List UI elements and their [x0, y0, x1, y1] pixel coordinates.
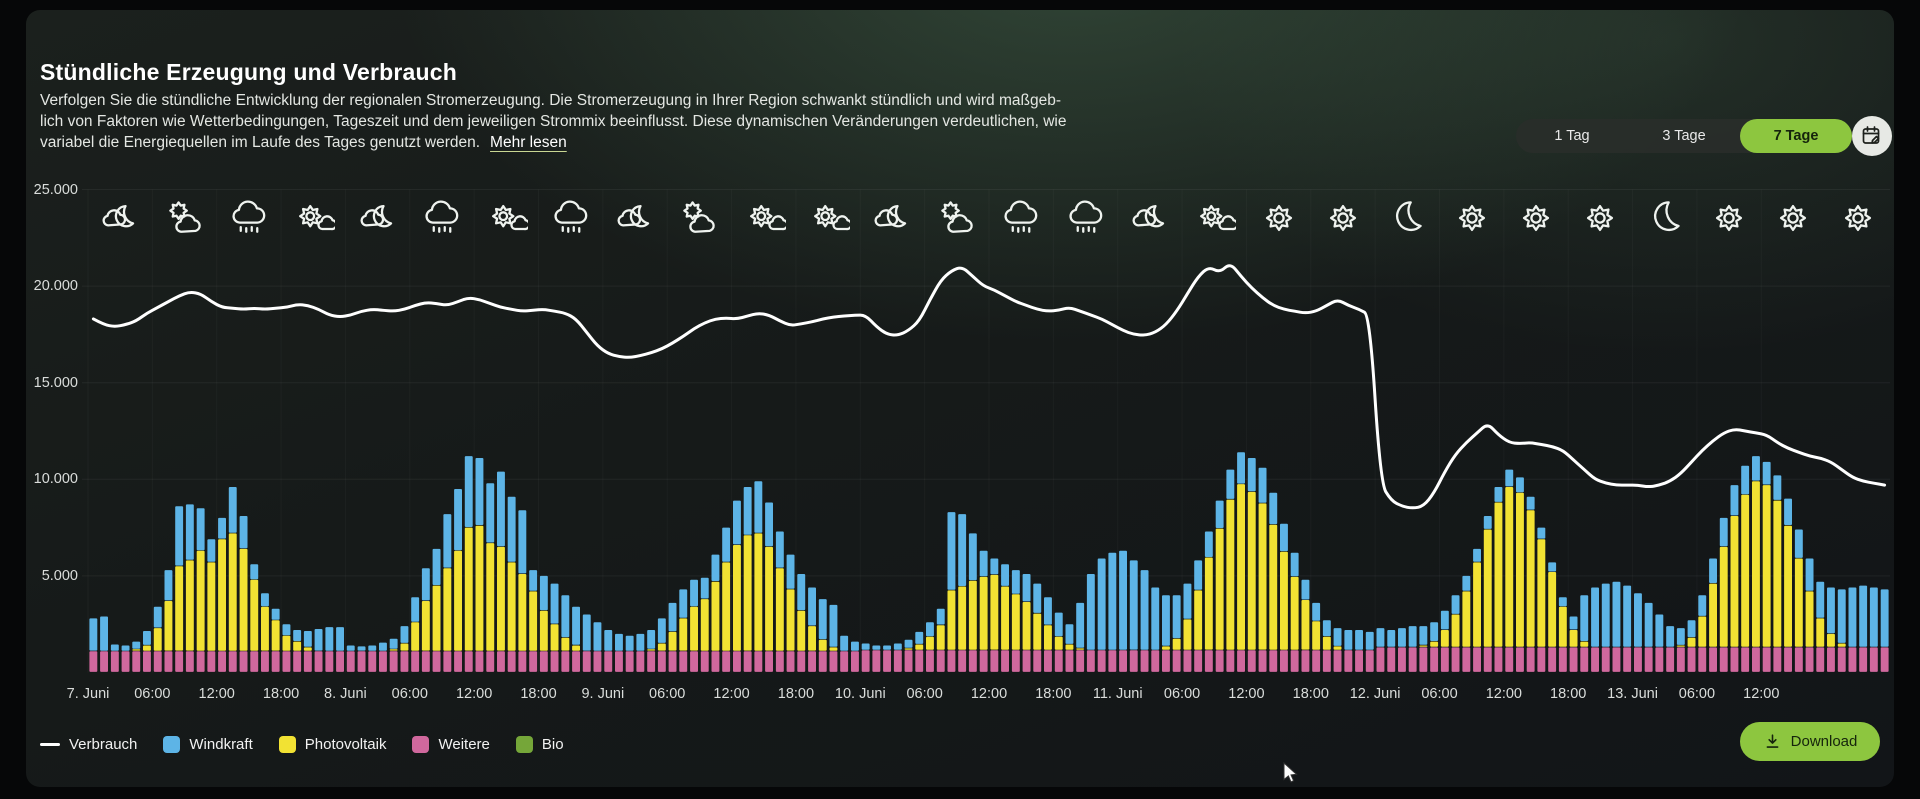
weather-sun-icon: [1771, 196, 1815, 240]
weather-sun-behind-cloud-icon: [677, 196, 721, 240]
weather-sun-icon: [1836, 196, 1880, 240]
legend-color-swatch: [412, 736, 430, 753]
legend-label: Windkraft: [189, 736, 253, 753]
weather-cloud-moon-icon: [870, 196, 914, 240]
weather-sun-cloud-icon: [291, 196, 335, 240]
weather-sun-icon: [1578, 196, 1622, 240]
weather-sun-behind-cloud-icon: [163, 196, 207, 240]
x-axis-label: 12:00: [1743, 686, 1780, 702]
y-axis-label: 15.000: [33, 374, 78, 391]
range-button-7-tage[interactable]: 7 Tage: [1740, 119, 1852, 153]
y-axis-label: 5.000: [41, 567, 78, 584]
range-button-1-tag[interactable]: 1 Tag: [1516, 119, 1628, 153]
download-icon: [1763, 732, 1782, 751]
description-line: variabel die Energiequellen im Laufe des…: [40, 134, 481, 151]
read-more-link[interactable]: Mehr lesen: [490, 134, 567, 151]
x-axis-label: 18:00: [777, 686, 815, 702]
weather-sun-icon: [1707, 196, 1751, 240]
weather-rain-icon: [549, 196, 593, 240]
x-axis-label: 18:00: [520, 686, 557, 702]
bars-layer: [89, 452, 1889, 672]
legend-item-photovoltaik[interactable]: Photovoltaik: [278, 736, 387, 753]
x-axis-label: 12:00: [198, 686, 235, 702]
calendar-button[interactable]: [1852, 116, 1892, 156]
legend-item-verbrauch[interactable]: Verbrauch: [40, 736, 137, 753]
legend-label: Photovoltaik: [304, 736, 387, 753]
x-axis-label: 06:00: [1421, 686, 1458, 702]
x-axis-label: 12. Juni: [1349, 686, 1401, 702]
time-range-selector: 1 Tag 3 Tage 7 Tage: [1516, 119, 1852, 153]
x-axis-label: 11. Juni: [1092, 686, 1143, 702]
weather-rain-icon: [999, 196, 1043, 240]
legend-label: Weitere: [438, 736, 490, 753]
weather-sun-cloud-icon: [1192, 196, 1236, 240]
legend-color-swatch: [515, 736, 533, 753]
weather-rain-icon: [227, 196, 271, 240]
x-axis-label: 10. Juni: [834, 686, 886, 702]
weather-cloud-moon-icon: [613, 196, 657, 240]
x-axis-label: 12:00: [713, 686, 750, 702]
x-axis-label: 8. Juni: [324, 686, 367, 702]
legend-label: Bio: [541, 736, 564, 753]
weather-sun-behind-cloud-icon: [935, 196, 979, 240]
y-axis-label: 25.000: [33, 181, 78, 198]
description-line: Verfolgen Sie die stündliche Entwicklung…: [40, 92, 1061, 109]
x-axis-label: 12:00: [970, 686, 1008, 702]
weather-sun-cloud-icon: [484, 196, 528, 240]
description-line: lich von Faktoren wie Wetterbedingungen,…: [40, 113, 1067, 130]
download-button[interactable]: Download: [1740, 722, 1880, 761]
x-axis-label: 18:00: [1292, 686, 1329, 702]
x-axis-label: 18:00: [1550, 686, 1587, 702]
weather-cloud-moon-icon: [356, 196, 400, 240]
weather-sun-cloud-icon: [742, 196, 786, 240]
consumption-line: [91, 264, 1887, 510]
legend-line-marker: [40, 742, 60, 747]
weather-moon-icon: [1385, 196, 1429, 240]
range-button-3-tage[interactable]: 3 Tage: [1628, 119, 1740, 153]
x-axis-label: 06:00: [134, 686, 171, 702]
x-axis-label: 13. Juni: [1607, 686, 1658, 702]
weather-rain-icon: [420, 196, 464, 240]
legend-item-weitere[interactable]: Weitere: [412, 736, 490, 753]
legend: Verbrauch Windkraft Photovoltaik Weitere Bio: [40, 736, 564, 753]
x-axis-label: 06:00: [391, 686, 428, 702]
x-axis-label: 18:00: [262, 686, 300, 702]
legend-item-bio[interactable]: Bio: [515, 736, 564, 753]
weather-sun-icon: [1450, 196, 1494, 240]
x-axis-label: 9. Juni: [581, 686, 625, 702]
weather-cloud-moon-icon: [98, 196, 142, 240]
x-axis-label: 06:00: [649, 686, 686, 702]
weather-cloud-moon-icon: [1128, 196, 1172, 240]
weather-sun-icon: [1321, 196, 1365, 240]
y-axis-label: 10.000: [33, 471, 78, 488]
x-axis-label: 7. Juni: [66, 686, 110, 702]
page-title: Stündliche Erzeugung und Verbrauch: [40, 59, 458, 86]
legend-item-windkraft[interactable]: Windkraft: [163, 736, 253, 753]
x-axis-label: 06:00: [906, 686, 943, 702]
description: Verfolgen Sie die stündliche Entwicklung…: [40, 90, 1066, 153]
x-axis-label: 06:00: [1163, 686, 1201, 702]
mouse-cursor: [1283, 762, 1298, 783]
weather-sun-icon: [1257, 196, 1301, 240]
weather-moon-icon: [1643, 196, 1687, 240]
legend-label: Verbrauch: [69, 736, 138, 753]
x-axis-label: 12:00: [1228, 686, 1265, 702]
x-axis-label: 18:00: [1035, 686, 1072, 702]
x-axis-label: 12:00: [455, 686, 493, 702]
y-axis-label: 20.000: [33, 278, 78, 295]
download-label: Download: [1790, 733, 1858, 750]
x-axis-label: 12:00: [1485, 686, 1522, 702]
legend-color-swatch: [278, 736, 296, 753]
weather-sun-cloud-icon: [806, 196, 850, 240]
weather-rain-icon: [1064, 196, 1108, 240]
x-axis-label: 06:00: [1678, 686, 1716, 702]
legend-color-swatch: [163, 736, 181, 753]
weather-sun-icon: [1514, 196, 1558, 240]
